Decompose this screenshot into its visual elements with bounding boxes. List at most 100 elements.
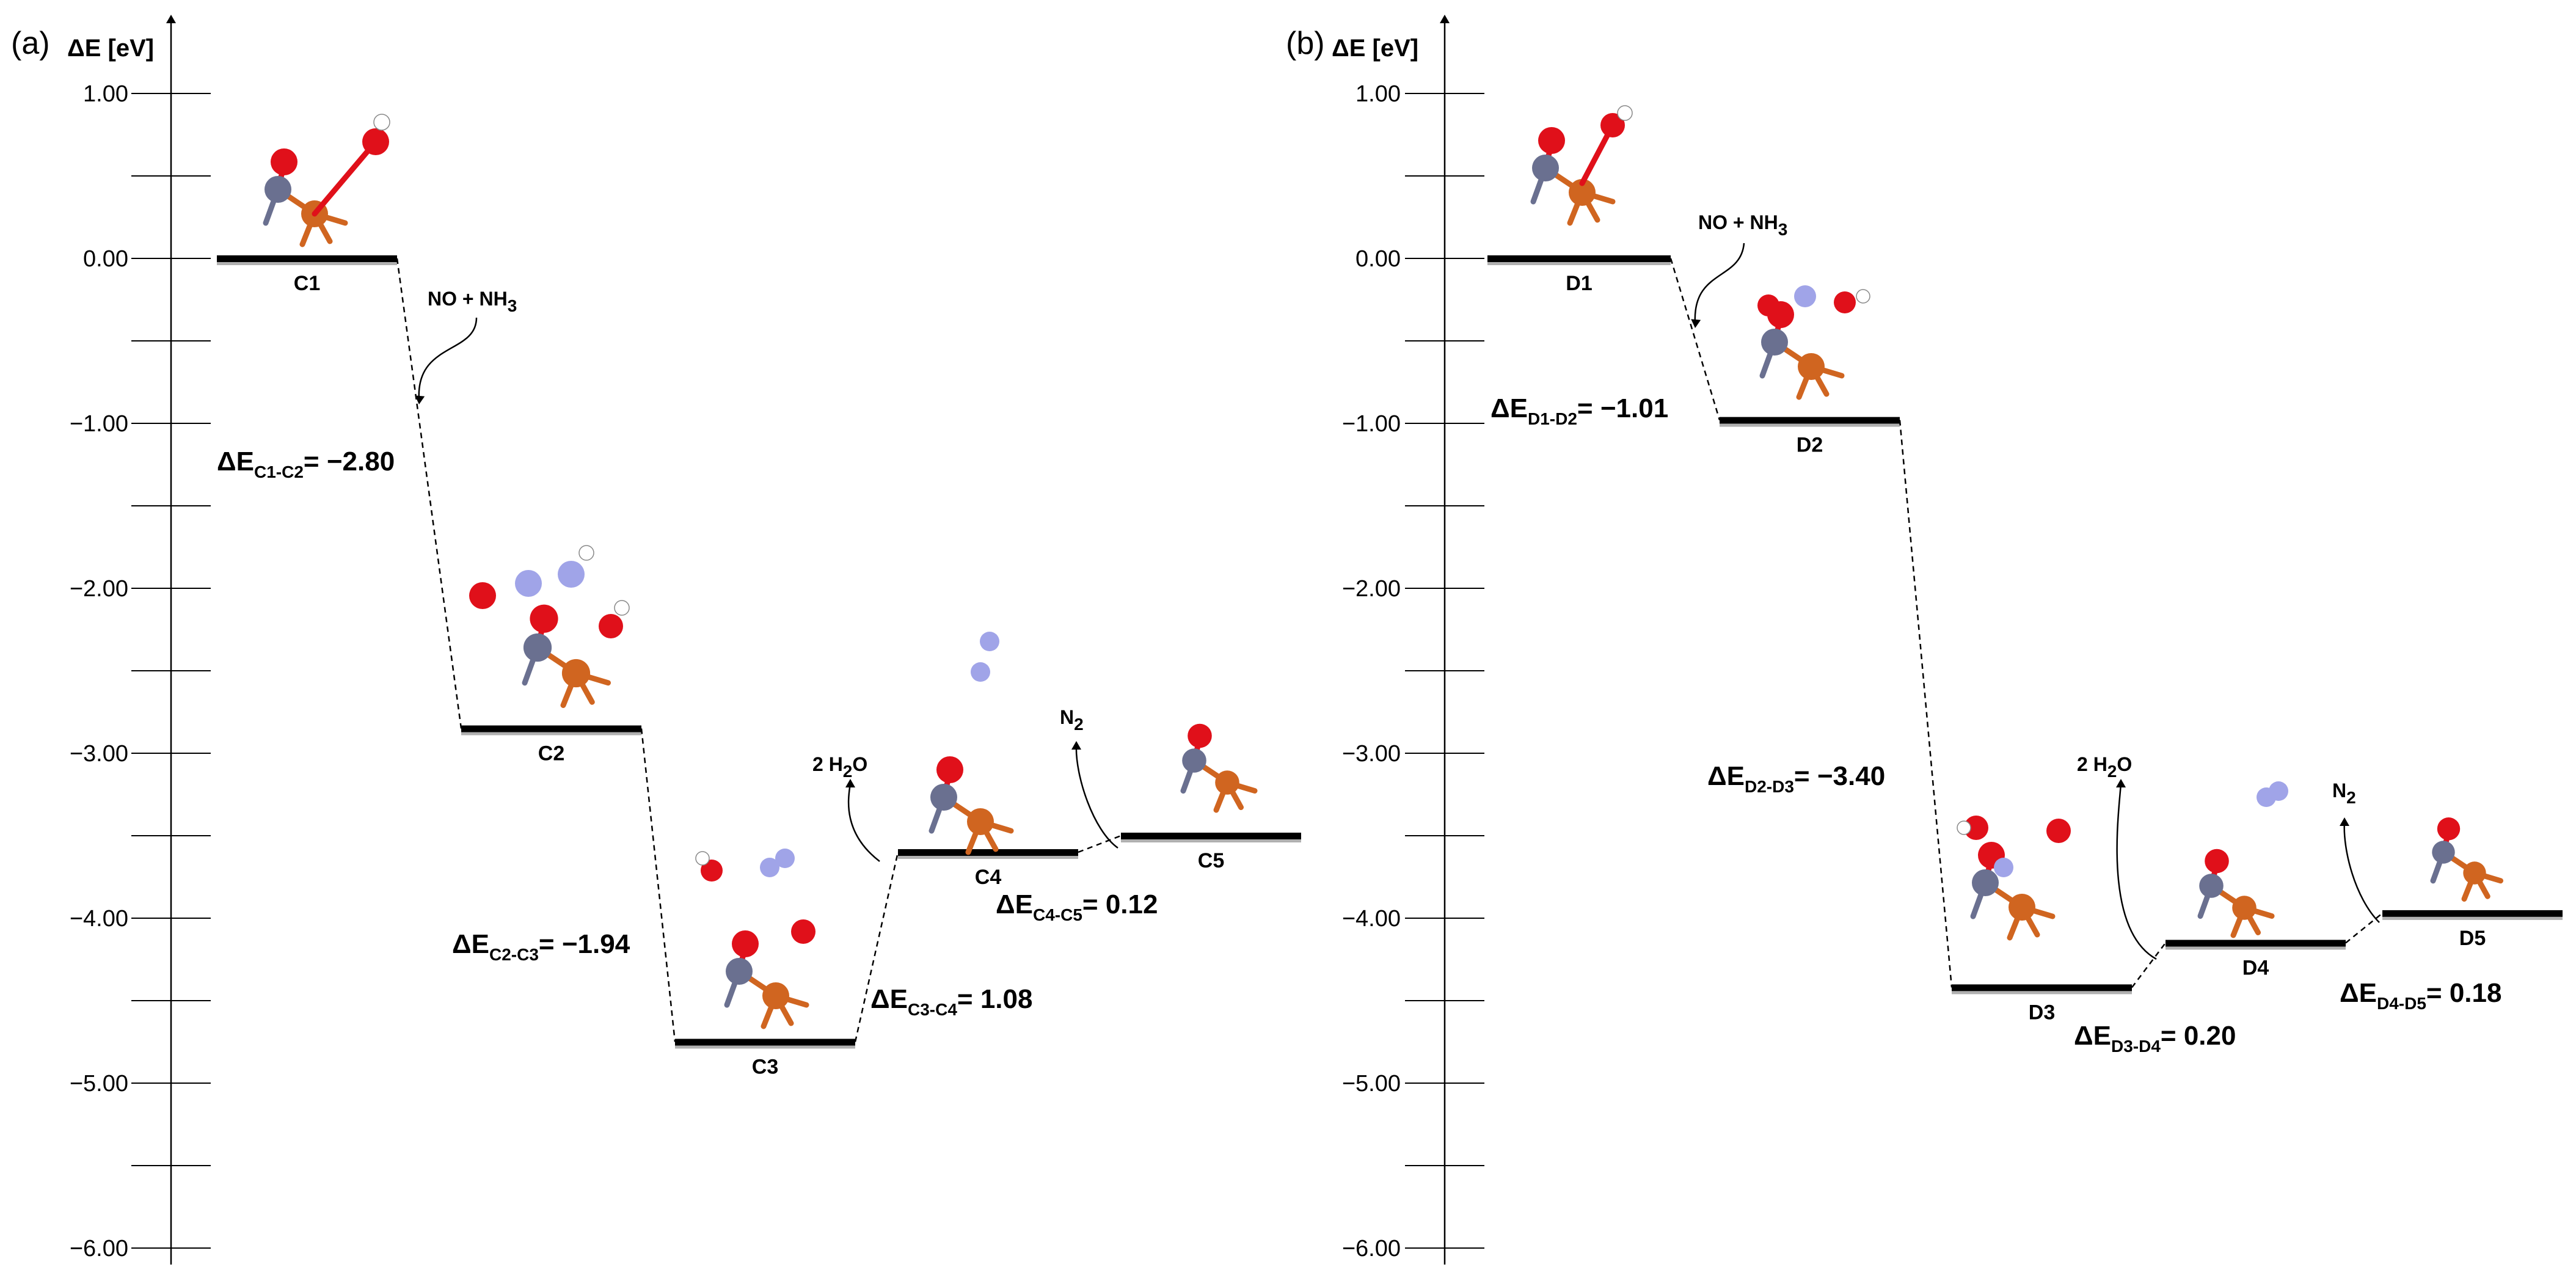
oxygen-atom <box>1757 294 1779 316</box>
oxygen-atom <box>1188 723 1212 748</box>
species-arrow-out-head <box>2116 779 2126 787</box>
y-tick-label: −4.00 <box>70 906 128 932</box>
hydrogen-atom <box>1856 289 1870 304</box>
species-label-out: 2 H2O <box>812 753 867 781</box>
species-arrow-out-head <box>2340 817 2349 826</box>
energy-level-shadow <box>2166 946 2346 950</box>
y-axis-arrowhead <box>1440 15 1450 23</box>
oxygen-atom <box>1600 113 1625 137</box>
y-tick-label: 0.00 <box>1356 246 1401 272</box>
molecule-cluster <box>1957 816 2071 941</box>
energy-level-C4 <box>898 849 1078 856</box>
y-tick-label: 1.00 <box>83 81 128 107</box>
y-tick-label: −1.00 <box>1342 411 1401 437</box>
nitrogen-atom <box>1794 285 1816 307</box>
oxygen-atom <box>701 860 723 882</box>
y-axis-arrowhead <box>166 15 176 23</box>
nitrogen-atom <box>971 662 990 682</box>
energy-level-shadow <box>1121 839 1301 842</box>
delta-e-annotation: ΔEC4-C5= 0.12 <box>996 889 1158 924</box>
energy-level-D3 <box>1952 984 2132 991</box>
species-arrow-out <box>2343 821 2380 923</box>
energy-level-C3 <box>675 1039 855 1046</box>
nitrogen-atom <box>760 858 779 877</box>
nitrogen-atom <box>515 570 542 597</box>
transition-connector <box>2345 912 2383 944</box>
energy-level-D5 <box>2382 910 2563 917</box>
nitrogen-atom <box>1972 869 1999 896</box>
species-arrow-out <box>2116 783 2157 960</box>
species-arrow-out-head <box>1071 741 1081 750</box>
delta-e-annotation: ΔED1-D2= −1.01 <box>1491 393 1668 428</box>
y-tick-label: −5.00 <box>70 1071 128 1097</box>
nitrogen-atom <box>726 958 753 985</box>
state-label-D1: D1 <box>1566 272 1592 295</box>
species-arrow-in <box>1694 243 1745 324</box>
nitrogen-atom <box>980 632 999 651</box>
molecular-structures <box>263 105 2503 1029</box>
state-label-D5: D5 <box>2459 927 2486 950</box>
y-tick-label: −3.00 <box>1342 741 1401 767</box>
nitrogen-atom <box>1532 155 1559 181</box>
nitrogen-atom <box>2199 874 2224 898</box>
energy-level-shadow <box>1952 991 2132 995</box>
energy-level-C5 <box>1121 833 1301 839</box>
oxygen-atom <box>362 128 389 155</box>
species-label-in: NO + NH3 <box>1698 211 1787 239</box>
state-label-C2: C2 <box>538 742 564 765</box>
oxygen-atom <box>2205 849 2229 874</box>
transition-connector <box>640 728 676 1042</box>
oxygen-atom <box>2437 817 2461 841</box>
species-label-out: 2 H2O <box>2077 753 2132 781</box>
y-tick-label: −2.00 <box>70 576 128 602</box>
state-label-D3: D3 <box>2029 1001 2055 1024</box>
species-arrow-in <box>418 317 478 401</box>
hydrogen-atom <box>578 545 594 561</box>
hydrogen-atom <box>695 851 710 866</box>
transition-connector <box>2131 942 2166 988</box>
energy-level-shadow <box>898 856 1078 859</box>
nitrogen-atom <box>775 849 795 868</box>
nitrogen-atom <box>1994 858 2013 877</box>
nitrogen-atom <box>558 561 585 588</box>
energy-level-shadow <box>217 262 397 265</box>
nitrogen-atom <box>1182 748 1206 773</box>
nitrogen-atom <box>265 176 291 203</box>
panel-a: (a) ΔE [eV] 1.00 0.00 −1.00 −2.00 −3.00 −4.00 −5… <box>11 15 1301 1265</box>
transition-connector <box>1078 834 1122 853</box>
panel-label: (a) <box>11 26 50 61</box>
energy-level-shadow <box>2382 916 2563 920</box>
transition-connector <box>1899 420 1953 988</box>
copper-atom <box>1798 353 1825 380</box>
oxygen-atom <box>936 756 963 783</box>
y-axis-title: ΔE [eV] <box>67 35 154 62</box>
oxygen-atom <box>530 604 558 633</box>
oxygen-atom <box>1538 127 1565 154</box>
y-tick-label: −1.00 <box>70 411 128 437</box>
oxygen-atom <box>1964 816 1988 840</box>
nitrogen-atom <box>930 784 957 811</box>
y-tick-label: −2.00 <box>1342 576 1401 602</box>
panel-b: (b) ΔE [eV] 1.00 0.00 −1.00 −2.00 −3.00 −4.00 −5… <box>1286 15 2563 1265</box>
oxygen-atom <box>732 930 759 957</box>
state-label-D4: D4 <box>2242 957 2269 980</box>
state-label-C3: C3 <box>752 1056 778 1079</box>
transition-connector <box>854 852 899 1042</box>
oxygen-atom <box>1834 291 1856 313</box>
hydrogen-atom <box>1957 820 1971 835</box>
y-axis-title: ΔE [eV] <box>1332 35 1418 62</box>
nitrogen-atom <box>2432 841 2455 864</box>
state-label-C5: C5 <box>1198 849 1224 872</box>
oxygen-atom <box>791 919 815 944</box>
species-arrow-in-head <box>415 395 425 404</box>
oxygen-atom <box>271 148 297 175</box>
species-arrow-out <box>1075 745 1118 849</box>
species-arrow-out-head <box>845 779 855 787</box>
species-label-out: N2 <box>1060 706 1084 734</box>
energy-level-C2 <box>461 725 641 732</box>
species-arrow-in-head <box>1691 319 1701 328</box>
delta-e-annotation: ΔEC1-C2= −2.80 <box>217 447 395 481</box>
copper-atom <box>762 982 789 1009</box>
molecule-cluster <box>1180 723 1258 813</box>
copper-atom <box>2009 894 2035 921</box>
